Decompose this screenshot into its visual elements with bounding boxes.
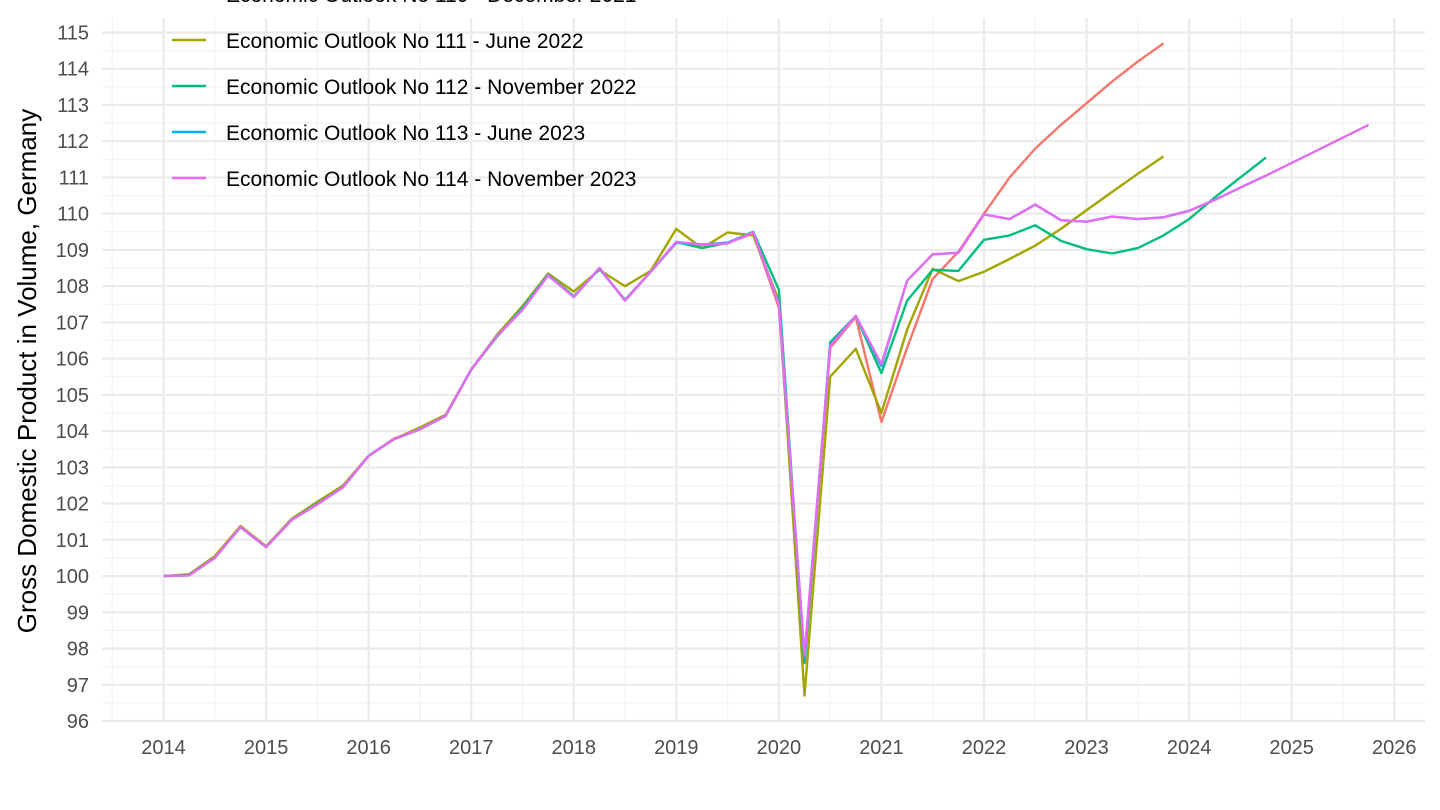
y-tick-label: 107 [56,312,89,334]
y-tick-label: 102 [56,494,89,516]
x-tick-label: 2020 [757,737,802,759]
y-tick-label: 112 [57,131,89,153]
x-tick-label: 2024 [1167,737,1212,759]
legend-label: Economic Outlook No 110 - December 2021 [226,0,636,7]
y-tick-label: 109 [56,240,89,262]
x-axis-tick-labels: 2014 2015 2016 2017 2018 2019 2020 2021 2022 2023… [141,737,1416,759]
legend: Economic Outlook No 110 - December 2021 E… [172,0,636,191]
legend-label: Economic Outlook No 114 - November 2023 [226,168,636,191]
x-tick-label: 2015 [244,737,289,759]
y-tick-label: 103 [56,457,89,479]
y-tick-label: 101 [56,530,89,552]
x-tick-label: 2017 [449,737,494,759]
legend-label: Economic Outlook No 112 - November 2022 [226,76,636,99]
y-tick-label: 96 [67,711,89,733]
legend-label: Economic Outlook No 111 - June 2022 [226,30,584,53]
x-tick-label: 2014 [141,737,186,759]
x-tick-label: 2023 [1064,737,1109,759]
x-tick-label: 2019 [654,737,699,759]
series-line-111 [163,155,1165,697]
y-tick-label: 106 [56,349,89,371]
y-tick-label: 115 [57,22,89,44]
y-tick-label: 110 [57,204,89,226]
legend-label: Economic Outlook No 113 - June 2023 [226,122,585,145]
y-tick-label: 114 [57,59,89,81]
x-tick-label: 2018 [552,737,597,759]
y-tick-label: 104 [56,421,89,443]
y-axis-title: Gross Domestic Product in Volume, German… [12,109,42,634]
y-tick-label: 105 [56,385,89,407]
y-tick-label: 98 [67,639,89,661]
x-tick-label: 2021 [859,737,904,759]
x-tick-label: 2026 [1372,737,1417,759]
y-tick-label: 113 [57,95,89,117]
minor-gridlines [102,18,1425,721]
series-lines [163,42,1370,697]
x-tick-label: 2025 [1269,737,1314,759]
y-tick-label: 108 [56,276,89,298]
major-gridlines [102,18,1425,723]
y-tick-label: 100 [56,566,89,588]
x-tick-label: 2016 [346,737,391,759]
x-tick-label: 2022 [962,737,1007,759]
y-tick-label: 111 [59,167,89,189]
y-tick-label: 99 [67,602,89,624]
y-axis-tick-labels: 96 97 98 99 100 101 102 103 104 105 106 107 108 109 11… [56,22,89,733]
y-tick-label: 97 [67,675,89,697]
series-line-114 [163,123,1370,657]
